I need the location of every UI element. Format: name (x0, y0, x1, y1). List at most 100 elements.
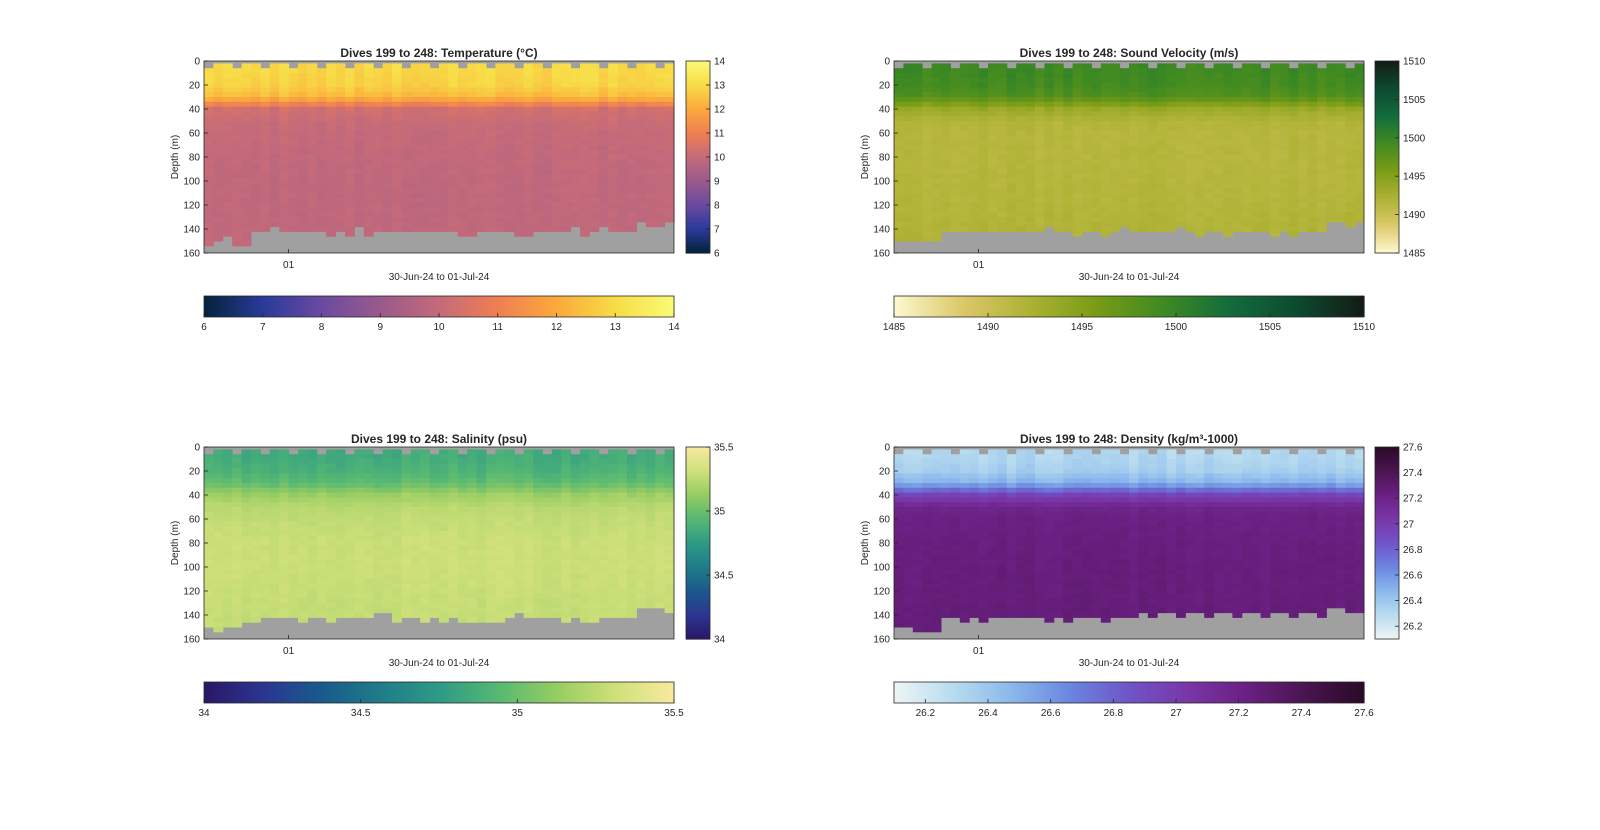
heatmap-cell (1025, 145, 1036, 151)
heatmap-cell (589, 92, 600, 98)
heatmap-cell (457, 82, 468, 88)
heatmap-cell (551, 135, 562, 141)
heatmap-cell (1138, 159, 1149, 165)
heatmap-cell (495, 202, 506, 208)
heatmap-cell (608, 164, 619, 170)
heatmap-cell (335, 612, 346, 618)
heatmap-cell (969, 121, 980, 127)
heatmap-cell (570, 130, 581, 136)
h-colorbar-segment (908, 296, 913, 317)
heatmap-cell (1232, 130, 1243, 136)
heatmap-cell (457, 178, 468, 184)
heatmap-cell (288, 612, 299, 618)
heatmap-cell (523, 63, 534, 69)
heatmap-cell (1288, 226, 1299, 232)
heatmap-cell (232, 77, 243, 84)
heatmap-cell (260, 68, 271, 74)
heatmap-cell (260, 221, 271, 228)
heatmap-cell (335, 583, 346, 590)
heatmap-cell (1129, 183, 1139, 189)
heatmap-cell (288, 540, 299, 546)
heatmap-cell (655, 121, 666, 127)
heatmap-cell (373, 516, 384, 522)
heatmap-cell (467, 116, 478, 122)
heatmap-cell (316, 207, 327, 213)
heatmap-cell (222, 607, 233, 614)
heatmap-cell (655, 149, 666, 156)
heatmap-cell (997, 63, 1008, 69)
heatmap-cell (1147, 164, 1158, 170)
heatmap-cell (1119, 154, 1130, 160)
heatmap-cell (1279, 87, 1290, 93)
heatmap-cell (288, 535, 299, 542)
heatmap-cell (260, 497, 271, 503)
heatmap-cell (1223, 159, 1233, 165)
colorbar-tick-label: 10 (714, 153, 726, 164)
heatmap-cell (363, 140, 374, 146)
heatmap-cell (1213, 159, 1224, 165)
heatmap-cell (903, 178, 914, 184)
heatmap-cell (589, 130, 600, 136)
heatmap-cell (1157, 116, 1168, 122)
heatmap-cell (307, 193, 318, 199)
heatmap-cell (222, 564, 233, 570)
heatmap-cell (241, 87, 252, 93)
heatmap-cell (542, 111, 553, 117)
heatmap-cell (382, 125, 393, 132)
heatmap-cell (1044, 217, 1055, 223)
heatmap-cell (345, 92, 355, 98)
heatmap-cell (486, 101, 496, 108)
heatmap-cell (1232, 125, 1243, 132)
heatmap-cell (429, 487, 440, 494)
heatmap-cell (401, 101, 412, 108)
heatmap-cell (969, 149, 980, 156)
heatmap-cell (1176, 116, 1186, 122)
heatmap-cell (1345, 87, 1356, 93)
h-colorbar-segment (392, 296, 396, 317)
heatmap-cell (1251, 111, 1262, 117)
heatmap-cell (1260, 149, 1271, 156)
heatmap-cell (664, 183, 675, 189)
heatmap-cell (1157, 101, 1168, 108)
heatmap-cell (335, 87, 346, 93)
heatmap-cell (448, 169, 459, 175)
heatmap-cell (335, 468, 346, 474)
h-colorbar-segment (1275, 296, 1280, 317)
heatmap-cell (912, 154, 923, 160)
heatmap-cell (894, 130, 904, 136)
heatmap-cell (1072, 121, 1083, 127)
heatmap-cell (627, 101, 637, 108)
h-colorbar-tick-label: 14 (668, 322, 680, 333)
heatmap-cell (251, 550, 261, 556)
heatmap-cell (260, 159, 271, 165)
heatmap-cell (241, 221, 252, 228)
heatmap-cell (392, 197, 402, 204)
heatmap-cell (298, 106, 308, 112)
heatmap-cell (279, 178, 290, 184)
h-colorbar-segment (961, 296, 966, 317)
heatmap-cell (373, 555, 384, 561)
heatmap-cell (580, 125, 590, 132)
heatmap-cell (269, 106, 280, 112)
heatmap-cell (316, 478, 327, 484)
heatmap-cell (1251, 221, 1262, 228)
heatmap-cell (1204, 140, 1215, 146)
heatmap-cell (307, 125, 318, 132)
heatmap-cell (1335, 197, 1346, 204)
colorbar-segment (686, 203, 710, 206)
heatmap-cell (1194, 82, 1205, 88)
heatmap-cell (204, 231, 214, 237)
heatmap-cell (1044, 183, 1055, 189)
heatmap-cell (448, 154, 459, 160)
heatmap-cell (269, 82, 280, 88)
heatmap-cell (401, 169, 412, 175)
heatmap-cell (326, 97, 337, 103)
colorbar-segment (1375, 85, 1399, 88)
heatmap-cell (1185, 164, 1196, 170)
heatmap-cell (1176, 212, 1186, 218)
heatmap-cell (298, 603, 308, 609)
heatmap-cell (1110, 101, 1121, 108)
heatmap-cell (429, 598, 440, 604)
heatmap-cell (997, 135, 1008, 141)
h-colorbar-segment (1170, 296, 1174, 317)
